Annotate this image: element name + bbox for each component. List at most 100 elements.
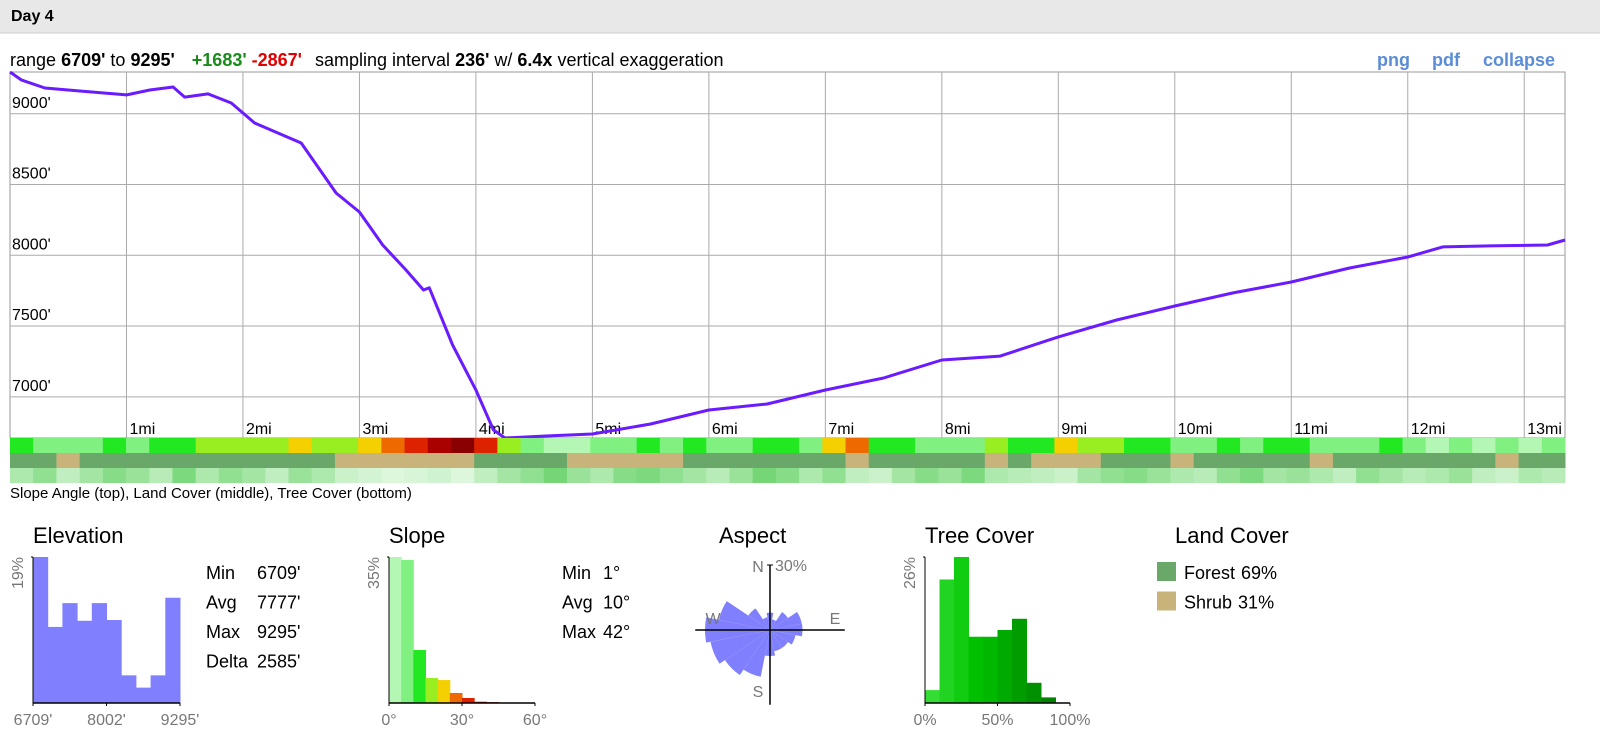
slope-cell (242, 438, 266, 453)
tree-cover-cell (1263, 468, 1287, 483)
legend-name: Forest (1184, 563, 1235, 583)
tree-cover-cell (961, 468, 986, 483)
stat-value: 10° (603, 593, 630, 613)
rose-wedge (718, 601, 770, 630)
slope-cell (497, 438, 522, 453)
x-tick-label: 11mi (1294, 421, 1328, 438)
land-cover-cell (799, 453, 823, 468)
tree-cover-cell (427, 468, 452, 483)
slope-cell (868, 438, 893, 453)
hist-bar (462, 697, 475, 703)
hist-bar (91, 603, 107, 703)
x-tick-label: 50% (981, 712, 1013, 729)
slope-cell (822, 438, 847, 453)
tree-cover-cell (613, 468, 638, 483)
summary-value: 6.4x (517, 50, 552, 70)
slope-cell (1240, 438, 1264, 453)
summary-value: 6709' (61, 50, 105, 70)
slope-cell (891, 438, 916, 453)
elevation-line (9, 70, 1566, 440)
tree-cover-cell (1541, 468, 1566, 483)
hist-bar (165, 597, 181, 703)
header-title: Day 4 (11, 8, 54, 25)
land-cover-cell (1332, 453, 1357, 468)
collapse-link[interactable]: collapse (1483, 50, 1555, 70)
slope-cell (1332, 438, 1357, 453)
tree-cover-cell (1309, 468, 1334, 483)
land-cover-cell (1077, 453, 1102, 468)
tree-cover-cell (567, 468, 591, 483)
slope-cell (706, 438, 730, 453)
slope-cell (659, 438, 684, 453)
land-cover-cell (1240, 453, 1264, 468)
stat-label: Min (206, 563, 235, 583)
tree-cover-cell (218, 468, 243, 483)
land-cover-cell (265, 453, 290, 468)
rose-wedge (762, 617, 770, 630)
land-cover-cell (450, 453, 475, 468)
slope-cell (915, 438, 939, 453)
pdf-link[interactable]: pdf (1432, 50, 1461, 70)
tree-cover-cell (242, 468, 266, 483)
stat-label: Max (206, 622, 240, 642)
slope-cell (799, 438, 823, 453)
land-cover-cell (126, 453, 150, 468)
tree-cover-cell (799, 468, 823, 483)
tree-cover-cell (1379, 468, 1404, 483)
land-cover-cell (1472, 453, 1496, 468)
land-cover-cell (474, 453, 498, 468)
tree-cover-cell (1472, 468, 1496, 483)
x-tick-label: 13mi (1527, 421, 1562, 438)
tree-cover-cell (149, 468, 173, 483)
stat-label: Avg (562, 593, 593, 613)
hist-bar (401, 559, 414, 703)
slope-cell (172, 438, 197, 453)
slope-cell (218, 438, 243, 453)
tree-cover-cell (683, 468, 707, 483)
tree-cover-cell (984, 468, 1009, 483)
land-cover-cell (311, 453, 336, 468)
land-cover-cell (1216, 453, 1241, 468)
hist-bar (983, 636, 998, 703)
land-cover-cell (590, 453, 614, 468)
land-cover-cell (1193, 453, 1218, 468)
tree-cover-cell (1054, 468, 1079, 483)
slope-cell (1472, 438, 1496, 453)
stat-label: Delta (206, 652, 249, 672)
slope-cell (1216, 438, 1241, 453)
slope-cell (334, 438, 359, 453)
header-bar (0, 0, 1600, 33)
tree-cover-cell (311, 468, 336, 483)
tree-cover-cell (172, 468, 197, 483)
land-cover-cell (79, 453, 104, 468)
land-cover-cell (149, 453, 173, 468)
land-cover-cell (1356, 453, 1380, 468)
land-cover-cell (1100, 453, 1125, 468)
png-link[interactable]: png (1377, 50, 1410, 70)
tree-cover-cell (1402, 468, 1427, 483)
rose-wedge (770, 611, 802, 630)
panel-title: Land Cover (1175, 523, 1289, 548)
land-cover-cell (961, 453, 986, 468)
land-cover-cell (729, 453, 754, 468)
stat-label: Avg (206, 593, 237, 613)
land-cover-cell (1147, 453, 1171, 468)
stat-label: Max (562, 622, 596, 642)
land-cover-cell (845, 453, 870, 468)
land-cover-cell (288, 453, 313, 468)
r-tick-label: 30% (775, 558, 807, 575)
tree-cover-cell (659, 468, 684, 483)
slope-cell (1356, 438, 1380, 453)
slope-cell (1286, 438, 1311, 453)
summary-text: w/ (493, 50, 512, 70)
hist-bar (121, 675, 137, 703)
tree-cover-cell (1193, 468, 1218, 483)
x-tick-label: 0% (913, 712, 936, 729)
slope-cell (636, 438, 661, 453)
stat-value: 42° (603, 622, 630, 642)
land-cover-cell (1263, 453, 1287, 468)
summary-loss: -2867' (252, 50, 302, 70)
tree-cover-cell (1007, 468, 1032, 483)
land-cover-cell (1170, 453, 1195, 468)
y-tick-label: 8500' (12, 166, 51, 183)
